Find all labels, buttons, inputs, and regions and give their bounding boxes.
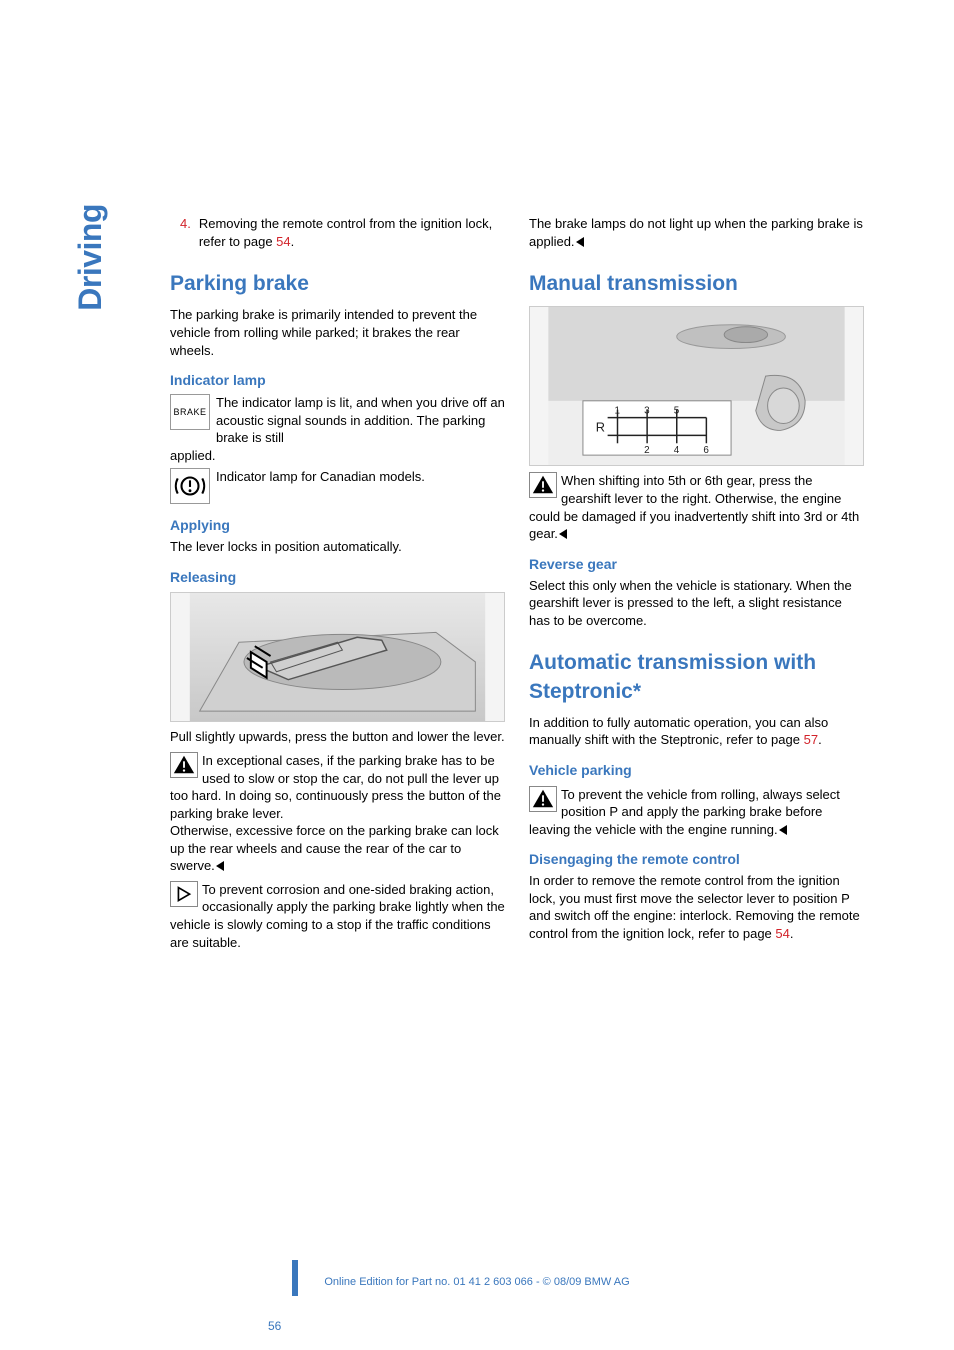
parking-brake-intro: The parking brake is primarily intended … [170, 306, 505, 359]
warning-text-1: In exceptional cases, if the parking bra… [170, 753, 501, 821]
svg-text:1: 1 [615, 406, 620, 417]
heading-automatic: Automatic transmission with Steptronic* [529, 649, 864, 706]
indicator-text-1: The indicator lamp is lit, and when you … [216, 394, 505, 447]
auto-intro: In addition to fully automatic operation… [529, 714, 864, 749]
heading-vehicle-parking: Vehicle parking [529, 761, 864, 780]
svg-text:5: 5 [674, 406, 680, 417]
applying-text: The lever locks in position automaticall… [170, 538, 505, 556]
end-mark-icon [779, 825, 787, 835]
warning-vehicle-parking: To prevent the vehicle from rolling, alw… [529, 786, 864, 839]
warning-5th-6th-text: When shifting into 5th or 6th gear, pres… [529, 473, 859, 541]
heading-releasing: Releasing [170, 568, 505, 587]
releasing-diagram [170, 592, 505, 722]
heading-manual-transmission: Manual transmission [529, 270, 864, 298]
warning-icon [170, 752, 198, 778]
warning-icon [529, 472, 557, 498]
tip-text: To prevent corrosion and one-sided braki… [170, 882, 505, 950]
indicator-text-2: Indicator lamp for Canadian models. [216, 468, 505, 486]
page-ref[interactable]: 54 [276, 234, 290, 249]
end-mark-icon [559, 529, 567, 539]
left-column: 4. Removing the remote control from the … [170, 215, 505, 951]
heading-applying: Applying [170, 516, 505, 535]
heading-disengaging: Disengaging the remote control [529, 850, 864, 869]
heading-parking-brake: Parking brake [170, 270, 505, 298]
footer: Online Edition for Part no. 01 41 2 603 … [0, 1275, 954, 1290]
parking-brake-canada-icon [170, 468, 210, 504]
warning-parking-text: To prevent the vehicle from rolling, alw… [529, 787, 840, 837]
indicator-row-canada: Indicator lamp for Canadian models. [170, 468, 505, 504]
heading-indicator-lamp: Indicator lamp [170, 371, 505, 390]
svg-text:3: 3 [644, 406, 650, 417]
brake-lamps-note: The brake lamps do not light up when the… [529, 215, 864, 250]
list-item-4: 4. Removing the remote control from the … [170, 215, 505, 250]
brake-icon: BRAKE [170, 394, 210, 430]
manual-diagram: R 1 3 5 2 4 6 [529, 306, 864, 466]
svg-text:6: 6 [703, 446, 709, 457]
warning-text-1b: Otherwise, excessive force on the parkin… [170, 822, 505, 875]
list-text: Removing the remote control from the ign… [199, 215, 505, 250]
warning-5th-6th: When shifting into 5th or 6th gear, pres… [529, 472, 864, 542]
end-mark-icon [216, 861, 224, 871]
warning-parking-brake: In exceptional cases, if the parking bra… [170, 752, 505, 822]
footer-text: Online Edition for Part no. 01 41 2 603 … [324, 1276, 629, 1288]
svg-text:2: 2 [644, 446, 649, 457]
page-ref[interactable]: 57 [804, 732, 818, 747]
list-number: 4. [180, 215, 191, 250]
indicator-row-brake: BRAKE The indicator lamp is lit, and whe… [170, 394, 505, 447]
reverse-text: Select this only when the vehicle is sta… [529, 577, 864, 630]
disengaging-text: In order to remove the remote control fr… [529, 872, 864, 942]
page-number: 56 [268, 1318, 281, 1334]
tip-corrosion: To prevent corrosion and one-sided braki… [170, 881, 505, 951]
right-column: The brake lamps do not light up when the… [529, 215, 864, 951]
svg-text:R: R [596, 420, 605, 435]
releasing-text: Pull slightly upwards, press the button … [170, 728, 505, 746]
indicator-text-1b: applied. [170, 447, 505, 465]
end-mark-icon [576, 237, 584, 247]
tip-icon [170, 881, 198, 907]
page-content: 4. Removing the remote control from the … [0, 0, 954, 1011]
page-ref[interactable]: 54 [775, 926, 789, 941]
footer-bar [292, 1260, 298, 1296]
svg-text:4: 4 [674, 446, 680, 457]
heading-reverse-gear: Reverse gear [529, 555, 864, 574]
warning-icon [529, 786, 557, 812]
